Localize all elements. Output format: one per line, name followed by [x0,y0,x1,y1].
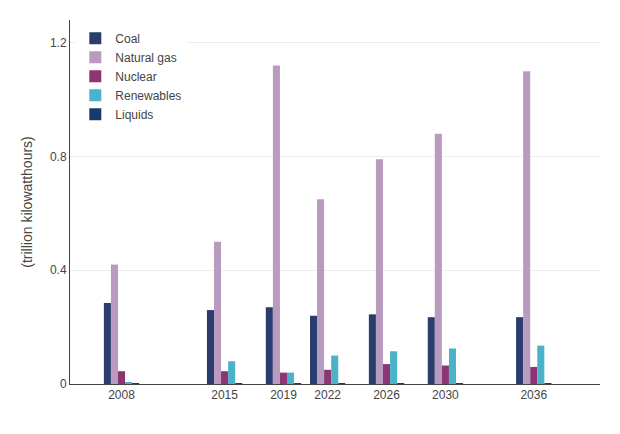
svg-text:2019: 2019 [270,388,297,402]
svg-text:(trillion kilowatthours): (trillion kilowatthours) [19,136,35,267]
svg-text:2022: 2022 [314,388,341,402]
svg-text:Nuclear: Nuclear [115,70,156,84]
svg-text:0: 0 [60,377,67,391]
svg-text:0.8: 0.8 [50,150,67,164]
svg-text:1.2: 1.2 [50,36,67,50]
svg-text:2015: 2015 [211,388,238,402]
svg-text:Coal: Coal [115,32,140,46]
svg-text:2036: 2036 [520,388,547,402]
svg-text:2030: 2030 [432,388,459,402]
svg-text:Liquids: Liquids [115,108,153,122]
svg-text:Renewables: Renewables [115,89,181,103]
svg-text:0.4: 0.4 [50,263,67,277]
svg-text:2008: 2008 [108,388,135,402]
svg-text:2026: 2026 [373,388,400,402]
svg-text:Natural gas: Natural gas [115,51,176,65]
